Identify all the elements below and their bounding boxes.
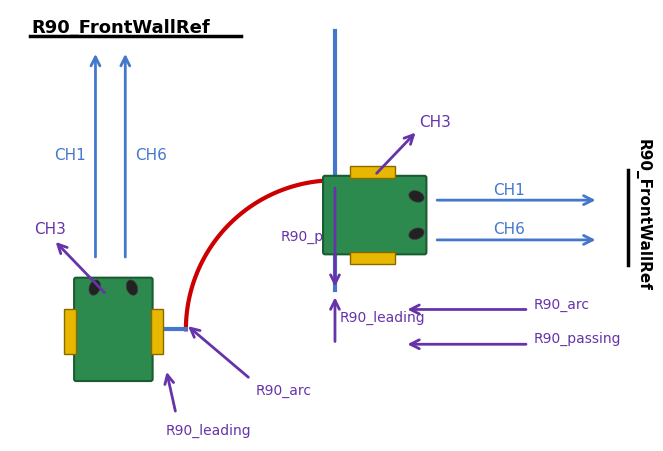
Text: CH3: CH3 [34,222,66,238]
Text: R90_passing: R90_passing [534,332,621,346]
Ellipse shape [409,191,424,202]
Text: CH6: CH6 [135,148,167,163]
Bar [64,309,76,354]
Text: R90_FrontWallRef: R90_FrontWallRef [32,19,211,37]
Ellipse shape [126,280,138,295]
Ellipse shape [409,228,424,239]
Text: R90_leading: R90_leading [340,310,426,325]
FancyBboxPatch shape [74,278,152,381]
Text: R90_FrontWallRef: R90_FrontWallRef [635,139,651,291]
Bar [151,309,162,354]
Bar [350,252,395,264]
Text: R90_arc: R90_arc [255,384,312,398]
Text: R90_passing: R90_passing [280,230,368,244]
Text: R90_arc: R90_arc [534,298,590,312]
Text: CH6: CH6 [493,222,525,238]
Bar [350,166,395,178]
Text: CH1: CH1 [493,183,525,198]
Text: CH1: CH1 [54,148,86,163]
Text: CH3: CH3 [420,115,452,130]
Text: R90_leading: R90_leading [166,424,252,438]
Ellipse shape [89,280,101,295]
FancyBboxPatch shape [323,176,426,254]
